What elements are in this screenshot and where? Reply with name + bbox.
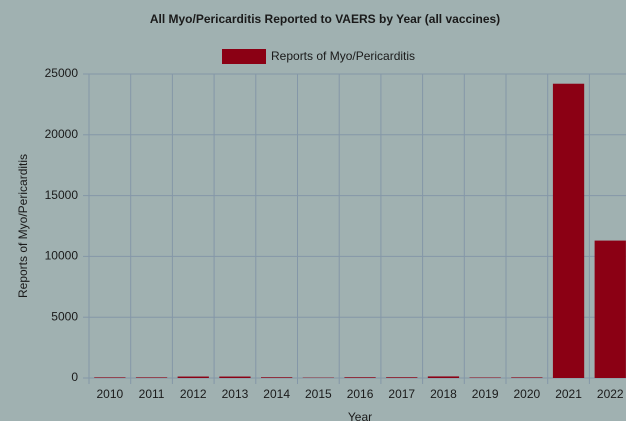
y-tick-label: 10000 (45, 249, 79, 263)
bar (219, 376, 251, 378)
y-tick-label: 25000 (45, 66, 79, 80)
x-tick-label: 2012 (180, 387, 207, 401)
bar (261, 377, 293, 378)
x-tick-label: 2011 (139, 387, 165, 401)
y-tick-label: 0 (71, 370, 78, 384)
y-tick-label: 20000 (45, 127, 79, 141)
bar (386, 377, 418, 378)
x-tick-label: 2017 (388, 387, 415, 401)
x-tick-label: 2020 (513, 387, 540, 401)
bar (344, 377, 376, 378)
y-axis-title: Reports of Myo/Pericarditis (16, 154, 30, 298)
x-tick-label: 2021 (555, 387, 582, 401)
x-tick-label: 2014 (263, 387, 290, 401)
x-tick-label: 2016 (347, 387, 374, 401)
x-tick-label: 2015 (305, 387, 332, 401)
bar (177, 376, 209, 378)
x-tick-label: 2018 (430, 387, 457, 401)
y-tick-label: 5000 (51, 309, 78, 323)
x-tick-label: 2022 (597, 387, 624, 401)
bar (135, 377, 168, 378)
y-tick-label: 15000 (45, 188, 79, 202)
bar (511, 377, 543, 378)
chart-title: All Myo/Pericarditis Reported to VAERS b… (150, 12, 500, 26)
legend-label: Reports of Myo/Pericarditis (271, 49, 415, 63)
legend-swatch (222, 49, 266, 64)
bar (594, 240, 626, 378)
x-tick-label: 2013 (222, 387, 249, 401)
bar (427, 376, 460, 378)
bar (552, 83, 585, 378)
x-axis-title: Year (348, 410, 372, 421)
bar (94, 377, 126, 378)
x-tick-label: 2010 (96, 387, 123, 401)
x-tick-label: 2019 (472, 387, 499, 401)
